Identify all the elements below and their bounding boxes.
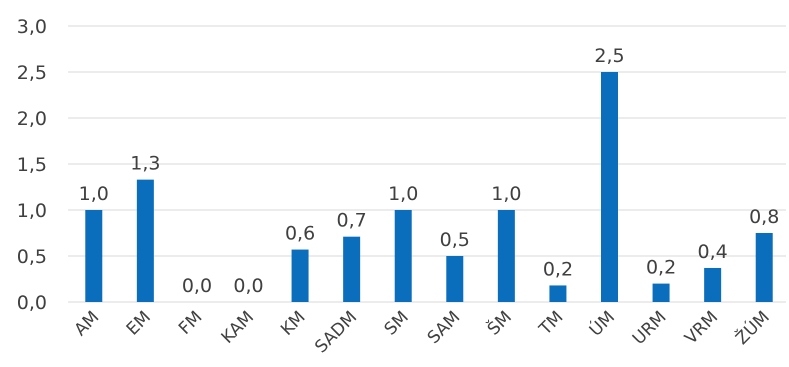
gridlines: [68, 25, 786, 303]
bar-šm: [497, 210, 515, 302]
data-label: 1,0: [79, 183, 109, 205]
x-tick-label: KAM: [218, 307, 258, 347]
data-label: 1,0: [388, 183, 418, 205]
x-tick-label: ŽÚM: [731, 306, 774, 349]
data-label: 1,0: [491, 183, 521, 205]
data-label: 0,0: [233, 275, 263, 297]
x-axis: AM EM FM KAM KM SADM SM SAM ŠM TM ÚM URM VRM ŽÚM: [71, 306, 774, 357]
x-tick-label: URM: [629, 307, 671, 349]
x-tick-label: SM: [381, 307, 413, 339]
y-tick-label: 1,0: [17, 200, 47, 222]
data-label: 0,0: [182, 275, 212, 297]
data-labels: 1,0 1,3 0,0 0,0 0,6 0,7 1,0 0,5 1,0 0,2 2,5 0,2 0,4 0…: [79, 45, 780, 297]
data-label: 0,4: [698, 241, 728, 263]
x-tick-label: AM: [71, 307, 104, 340]
data-label: 0,5: [440, 229, 470, 251]
bars: [85, 72, 773, 302]
y-tick-label: 2,0: [17, 108, 47, 130]
bar-urm: [652, 283, 670, 302]
x-tick-label: KM: [277, 307, 309, 339]
x-tick-label: ÚM: [584, 306, 619, 341]
bar-vrm: [704, 267, 722, 302]
y-tick-label: 2,5: [17, 62, 47, 84]
bar-sadm: [343, 236, 361, 302]
y-tick-label: 0,0: [17, 292, 47, 314]
bar-sm: [394, 210, 412, 302]
x-tick-label: EM: [123, 307, 155, 339]
data-label: 0,2: [543, 258, 573, 280]
bar-em: [136, 179, 154, 302]
bar-žúm: [755, 233, 773, 302]
data-label: 0,7: [337, 210, 367, 232]
bar-tm: [549, 285, 567, 302]
y-tick-label: 1,5: [17, 154, 47, 176]
data-label: 0,2: [646, 257, 676, 279]
data-label: 0,6: [285, 223, 315, 245]
y-tick-label: 0,5: [17, 246, 47, 268]
y-axis: 0,0 0,5 1,0 1,5 2,0 2,5 3,0: [17, 16, 47, 314]
bar-úm: [601, 72, 618, 302]
x-tick-label: TM: [535, 307, 568, 340]
bar-sam: [446, 256, 464, 302]
data-label: 2,5: [594, 45, 624, 67]
data-label: 1,3: [130, 153, 160, 175]
x-tick-label: SAM: [424, 307, 465, 348]
bar-am: [85, 210, 103, 302]
x-tick-label: SADM: [311, 307, 361, 357]
x-tick-label: VRM: [681, 307, 722, 348]
bar-km: [291, 249, 309, 302]
data-label: 0,8: [749, 206, 779, 228]
y-tick-label: 3,0: [17, 16, 47, 38]
x-tick-label: ŠM: [482, 306, 516, 340]
x-tick-label: FM: [175, 307, 206, 338]
